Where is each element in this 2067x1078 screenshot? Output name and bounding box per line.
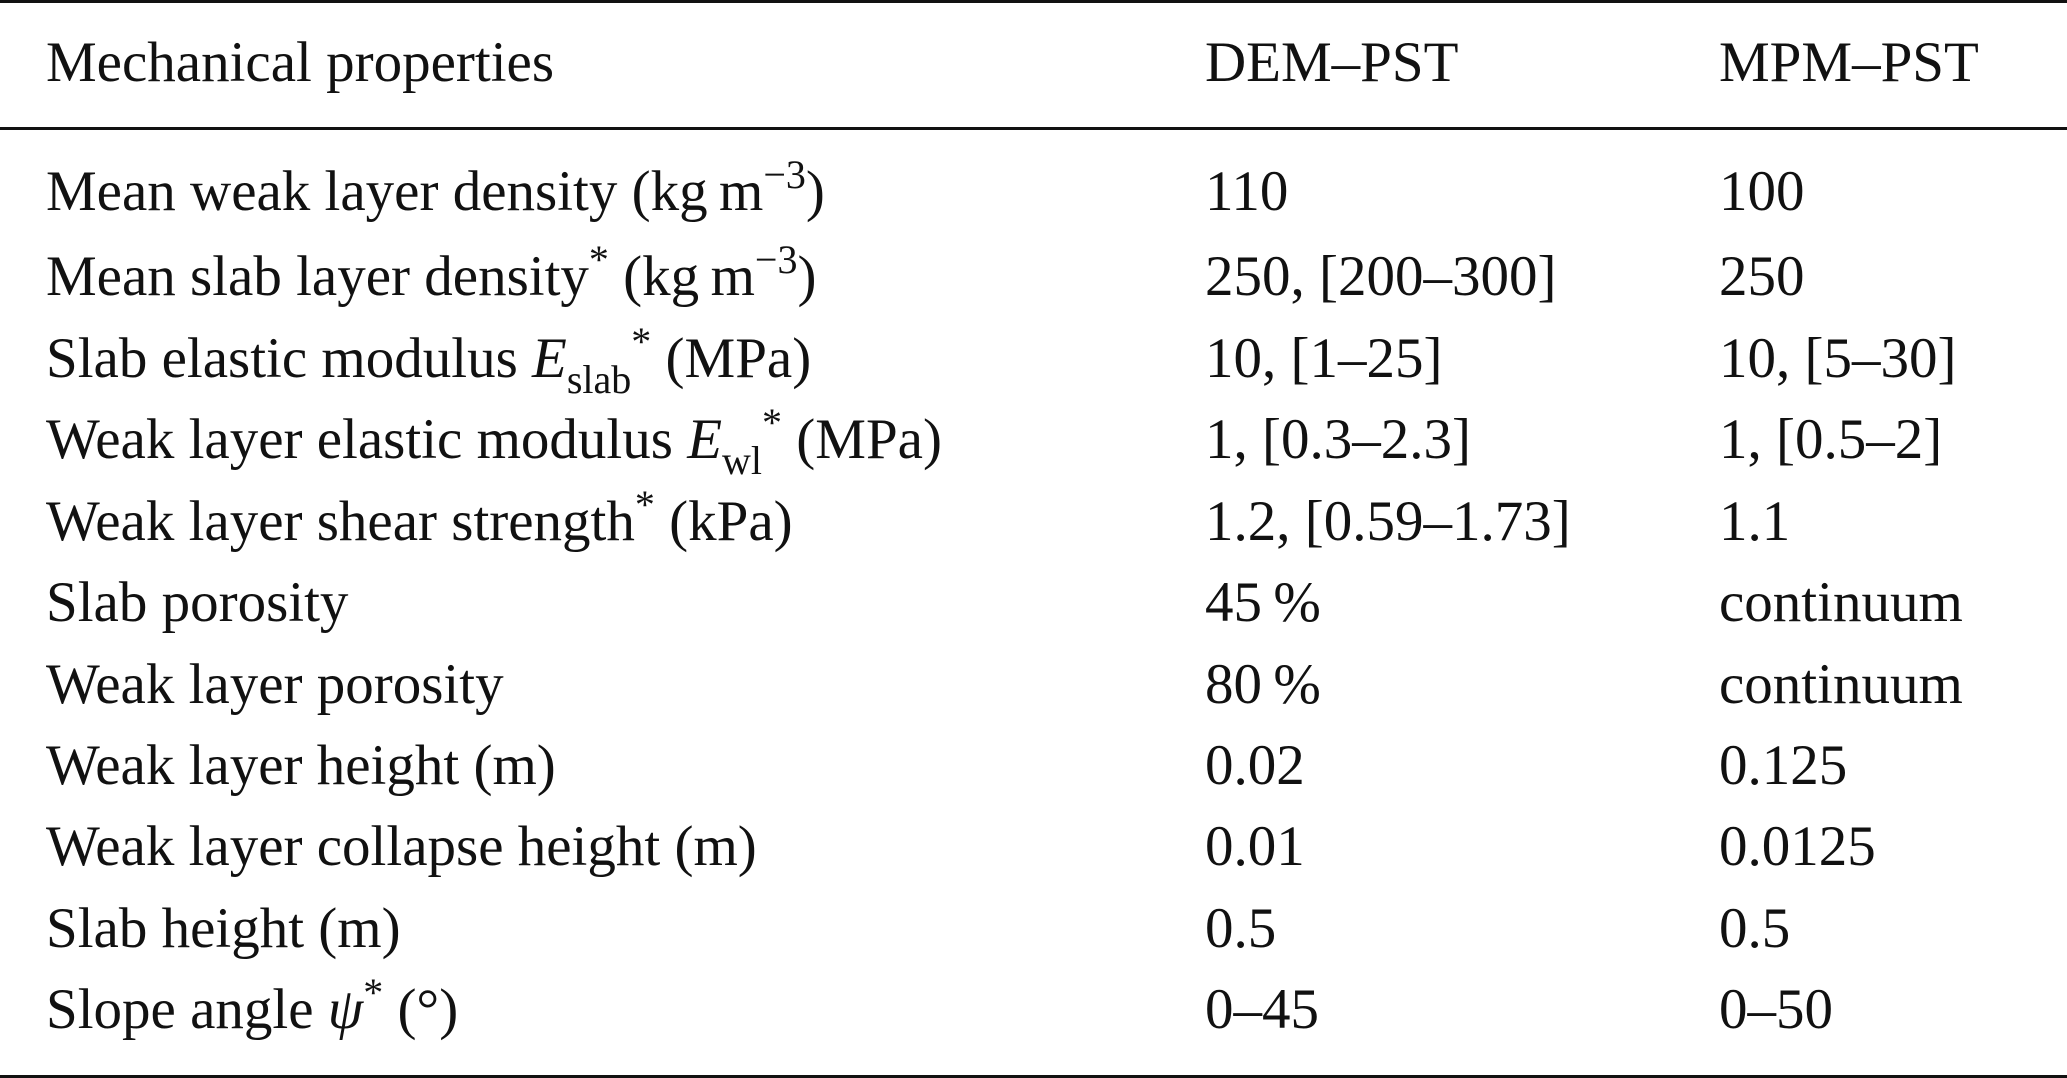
header-rule	[0, 127, 2067, 130]
table-row: Weak layer porosity 80 % continuum	[0, 644, 2067, 726]
table-row: Slab elastic modulus Eslab* (MPa) 10, [1…	[0, 318, 2067, 400]
property-label: Weak layer shear strength* (kPa)	[46, 482, 793, 554]
dem-pst-value: 0–45	[1205, 978, 1319, 1041]
property-label: Mean slab layer density* (kg m−3)	[46, 237, 817, 309]
dem-pst-value: 1, [0.3–2.3]	[1205, 408, 1471, 471]
mpm-pst-value: 1, [0.5–2]	[1719, 408, 1943, 471]
property-label: Slope angle ψ* (°)	[46, 970, 459, 1042]
property-label: Weak layer elastic modulus Ewl* (MPa)	[46, 400, 942, 484]
dem-pst-value: 45 %	[1205, 571, 1321, 634]
mpm-pst-value: 0.5	[1719, 897, 1791, 960]
dem-pst-value: 110	[1205, 160, 1289, 223]
dem-pst-value: 250, [200–300]	[1205, 245, 1557, 308]
table-row: Slab porosity 45 % continuum	[0, 562, 2067, 644]
header-row: Mechanical properties DEM–PST MPM–PST	[0, 22, 2067, 104]
property-label: Weak layer height (m)	[46, 734, 556, 797]
dem-pst-value: 10, [1–25]	[1205, 327, 1443, 390]
property-label: Weak layer porosity	[46, 653, 504, 716]
header-mechanical-properties: Mechanical properties	[46, 31, 555, 94]
table-row: Weak layer elastic modulus Ewl* (MPa) 1,…	[0, 399, 2067, 481]
mpm-pst-value: 1.1	[1719, 490, 1791, 553]
table-row: Weak layer collapse height (m) 0.01 0.01…	[0, 806, 2067, 888]
mpm-pst-value: continuum	[1719, 653, 1963, 716]
dem-pst-value: 1.2, [0.59–1.73]	[1205, 490, 1571, 553]
property-label: Slab porosity	[46, 571, 349, 634]
table-row: Weak layer shear strength* (kPa) 1.2, [0…	[0, 481, 2067, 563]
bottom-rule	[0, 1075, 2067, 1078]
table-row: Slab height (m) 0.5 0.5	[0, 888, 2067, 970]
dem-pst-value: 80 %	[1205, 653, 1321, 716]
property-label: Weak layer collapse height (m)	[46, 815, 757, 878]
table-row: Mean weak layer density (kg m−3) 110 100	[0, 151, 2067, 233]
mpm-pst-value: continuum	[1719, 571, 1963, 634]
mpm-pst-value: 100	[1719, 160, 1805, 223]
mpm-pst-value: 10, [5–30]	[1719, 327, 1957, 390]
mpm-pst-value: 0–50	[1719, 978, 1833, 1041]
table-row: Slope angle ψ* (°) 0–45 0–50	[0, 969, 2067, 1051]
property-label: Slab height (m)	[46, 897, 401, 960]
mpm-pst-value: 0.125	[1719, 734, 1848, 797]
header-dem-pst: DEM–PST	[1205, 31, 1459, 94]
property-label: Mean weak layer density (kg m−3)	[46, 152, 825, 224]
top-rule	[0, 0, 2067, 3]
mpm-pst-value: 0.0125	[1719, 815, 1876, 878]
mpm-pst-value: 250	[1719, 245, 1805, 308]
dem-pst-value: 0.01	[1205, 815, 1305, 878]
header-mpm-pst: MPM–PST	[1719, 31, 1979, 94]
dem-pst-value: 0.02	[1205, 734, 1305, 797]
table-row: Mean slab layer density* (kg m−3) 250, […	[0, 236, 2067, 318]
dem-pst-value: 0.5	[1205, 897, 1277, 960]
property-label: Slab elastic modulus Eslab* (MPa)	[46, 319, 812, 403]
table-row: Weak layer height (m) 0.02 0.125	[0, 725, 2067, 807]
